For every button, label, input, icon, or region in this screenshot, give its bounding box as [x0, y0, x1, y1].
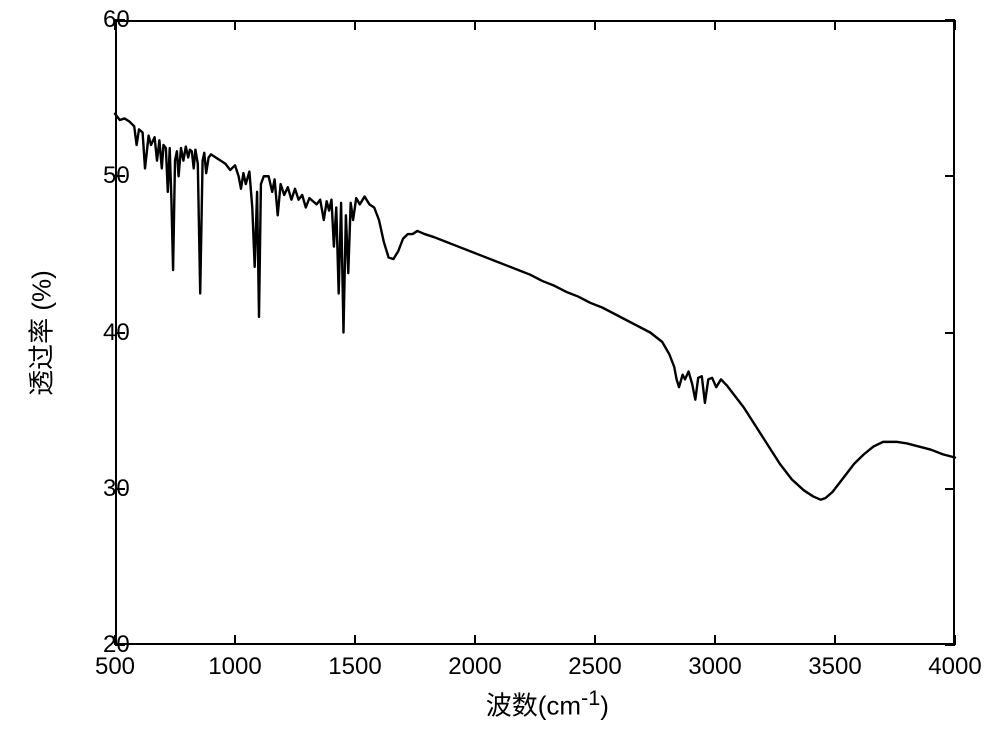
spectrum-line-svg [115, 20, 955, 645]
x-tick-top [234, 20, 236, 30]
x-tick-top [954, 20, 956, 30]
x-tick-top [714, 20, 716, 30]
x-tick [714, 635, 716, 645]
x-axis-label: 波数(cm-1) [486, 685, 609, 723]
y-tick-right [945, 644, 955, 646]
x-tick [354, 635, 356, 645]
x-tick-top [354, 20, 356, 30]
plot-area: 5001000150020002500300035004000203040506… [115, 20, 955, 645]
x-tick [834, 635, 836, 645]
x-tick-label: 1500 [328, 653, 381, 681]
x-tick [234, 635, 236, 645]
y-tick-right [945, 19, 955, 21]
y-tick-right [945, 332, 955, 334]
x-tick [594, 635, 596, 645]
spectrum-line [115, 114, 955, 500]
x-tick [474, 635, 476, 645]
x-tick-label: 2500 [568, 653, 621, 681]
x-tick-label: 3000 [688, 653, 741, 681]
y-axis-label: 透过率 (%) [22, 270, 59, 396]
x-tick-top [474, 20, 476, 30]
x-tick-label: 3500 [808, 653, 861, 681]
y-axis-label-text: 透过率 (%) [27, 270, 57, 396]
x-tick-label: 2000 [448, 653, 501, 681]
y-tick-right [945, 175, 955, 177]
x-axis-label-sup: -1 [581, 685, 600, 710]
x-tick-top [594, 20, 596, 30]
ir-spectrum-figure: 5001000150020002500300035004000203040506… [0, 0, 1000, 745]
y-tick-right [945, 488, 955, 490]
x-tick-top [834, 20, 836, 30]
x-tick-label: 4000 [928, 653, 981, 681]
x-axis-label-close: ) [600, 691, 609, 721]
x-axis-label-text: 波数(cm [486, 691, 581, 721]
x-tick-label: 1000 [208, 653, 261, 681]
